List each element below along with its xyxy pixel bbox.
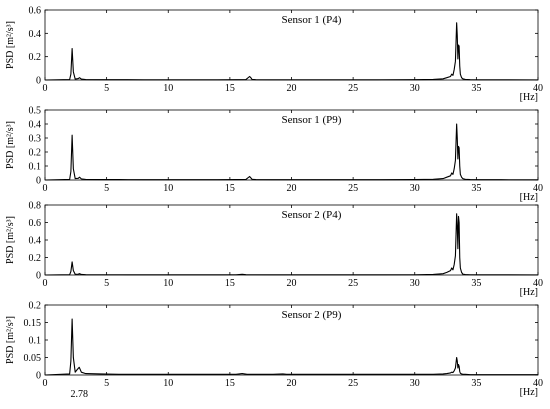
x-tick-label: 10 (163, 83, 173, 94)
y-tick-label: 0.6 (29, 218, 42, 229)
x-tick-label: 5 (104, 183, 109, 194)
panel-title: Sensor 1 (P4) (282, 14, 342, 26)
panel-title: Sensor 2 (P4) (282, 209, 342, 221)
x-tick-label: 20 (287, 378, 297, 389)
x-axis-label: [Hz] (520, 92, 538, 103)
x-tick-label: 15 (225, 278, 235, 289)
x-tick-label: 30 (410, 183, 420, 194)
x-tick-label: 0 (43, 83, 48, 94)
y-tick-label: 0 (36, 271, 41, 282)
y-tick-label: 0.2 (29, 301, 42, 312)
y-tick-label: 0.8 (29, 201, 42, 212)
x-tick-label: 35 (471, 183, 481, 194)
x-tick-label: 20 (287, 278, 297, 289)
x-tick-label: 20 (287, 183, 297, 194)
x-tick-label: 30 (410, 378, 420, 389)
x-tick-label: 0 (43, 183, 48, 194)
y-tick-label: 0.4 (29, 29, 42, 40)
x-tick-label: 30 (410, 278, 420, 289)
y-tick-label: 0 (36, 176, 41, 187)
x-axis-label: [Hz] (520, 387, 538, 398)
y-tick-label: 0.6 (29, 6, 42, 17)
x-tick-label: 35 (471, 378, 481, 389)
y-tick-label: 0 (36, 76, 41, 87)
x-tick-label: 25 (348, 378, 358, 389)
x-tick-label: 35 (471, 83, 481, 94)
x-tick-label: 5 (104, 83, 109, 94)
x-tick-label: 0 (43, 278, 48, 289)
psd-series-line-4 (44, 318, 538, 376)
panel-title: Sensor 2 (P9) (282, 309, 342, 321)
y-tick-label: 0.2 (29, 148, 42, 159)
y-axis-label: PSD [m²/s³] (5, 121, 16, 169)
x-tick-label: 40 (533, 183, 543, 194)
x-tick-label: 20 (287, 83, 297, 94)
y-tick-label: 0.1 (29, 336, 42, 347)
x-tick-label: 15 (225, 378, 235, 389)
y-axis-label: PSD [m²/s³] (5, 216, 16, 264)
x-tick-label: 30 (410, 83, 420, 94)
x-tick-label: 40 (533, 278, 543, 289)
psd-series-line-3 (44, 213, 539, 276)
x-tick-label: 25 (348, 83, 358, 94)
y-tick-label: 0.2 (29, 52, 42, 63)
psd-series-line-2 (44, 123, 539, 181)
y-axis-label: PSD [m²/s³] (5, 21, 16, 69)
panel-title: Sensor 1 (P9) (282, 114, 342, 126)
x-axis-label: [Hz] (520, 287, 538, 298)
x-tick-label: 35 (471, 278, 481, 289)
x-tick-label: 5 (104, 278, 109, 289)
y-axis-label: PSD [m²/s³] (5, 316, 16, 364)
x-tick-label: 10 (163, 278, 173, 289)
x-tick-label: 25 (348, 278, 358, 289)
x-tick-label: 5 (104, 378, 109, 389)
x-tick-label: 15 (225, 83, 235, 94)
x-tick-label: 0 (43, 378, 48, 389)
y-tick-label: 0.4 (29, 120, 42, 131)
y-tick-label: 0.4 (29, 236, 42, 247)
y-tick-label: 0.5 (29, 106, 42, 117)
y-tick-label: 0.2 (29, 253, 42, 264)
peak-annotation: 2.78 (71, 389, 89, 400)
y-tick-label: 0 (36, 371, 41, 382)
x-tick-label: 10 (163, 378, 173, 389)
x-axis-label: [Hz] (520, 192, 538, 203)
x-tick-label: 40 (533, 378, 543, 389)
x-tick-label: 10 (163, 183, 173, 194)
psd-series-line-1 (44, 22, 539, 81)
y-tick-label: 0.1 (29, 162, 42, 173)
y-tick-label: 0.05 (24, 353, 42, 364)
y-tick-label: 0.3 (29, 134, 42, 145)
x-tick-label: 25 (348, 183, 358, 194)
x-tick-label: 40 (533, 83, 543, 94)
y-tick-label: 0.15 (24, 318, 42, 329)
x-tick-label: 15 (225, 183, 235, 194)
